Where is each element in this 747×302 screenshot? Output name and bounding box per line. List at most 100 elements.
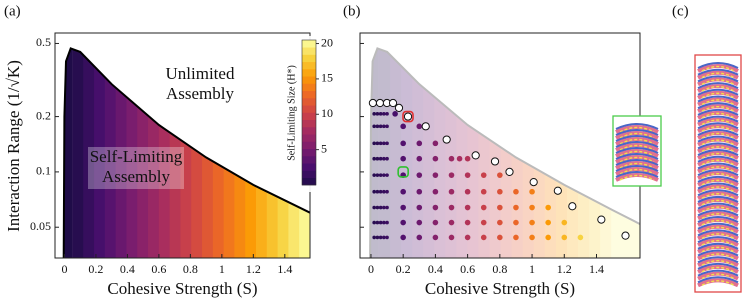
annotation: Assembly — [102, 167, 171, 186]
sim-point — [497, 188, 503, 195]
sim-point — [385, 156, 389, 161]
arc-core — [701, 179, 735, 186]
arc-core — [619, 168, 655, 175]
arc-core — [701, 85, 735, 92]
stack — [615, 123, 659, 182]
unlimited-point — [597, 215, 606, 224]
arc-core — [701, 199, 735, 206]
unlimited-point — [421, 122, 430, 131]
sim-point — [382, 220, 386, 225]
sim-point — [400, 123, 406, 130]
sim-point — [448, 172, 455, 178]
sim-point — [372, 220, 376, 225]
arc-top — [697, 222, 739, 230]
sim-point — [382, 189, 386, 194]
sim-point — [375, 189, 380, 194]
y-tick-label: 0.2 — [36, 108, 51, 122]
arc-core — [701, 172, 735, 179]
x-tick-label: 1.2 — [557, 262, 572, 276]
sim-point — [480, 219, 487, 226]
sim-point — [382, 112, 386, 116]
colorbar-band — [302, 40, 316, 48]
arc-top — [697, 189, 739, 197]
arc-core — [701, 119, 735, 126]
colorbar-label: Self-Limiting Size (H*) — [286, 65, 297, 161]
sim-point — [529, 188, 535, 195]
arc-core — [701, 246, 735, 253]
arc-top — [697, 122, 739, 130]
arc-top — [697, 95, 739, 103]
arc-core — [701, 273, 735, 280]
sim-point — [497, 234, 503, 241]
arc-top — [697, 135, 739, 143]
arc-core — [701, 226, 735, 233]
sim-point — [432, 140, 439, 147]
arc-core — [701, 206, 735, 213]
arc-top — [697, 256, 739, 264]
arc-top — [697, 108, 739, 116]
sim-point — [513, 188, 519, 195]
sim-point — [416, 123, 423, 130]
sim-point — [432, 188, 439, 195]
colorbar-band — [302, 90, 316, 99]
arc-core — [701, 159, 735, 166]
sim-point — [378, 112, 383, 116]
panel-label: (b) — [343, 3, 361, 19]
sim-point — [464, 188, 471, 195]
sim-point — [480, 204, 487, 211]
sim-point — [372, 141, 376, 146]
sim-point — [464, 155, 471, 162]
highlight — [402, 110, 414, 123]
sim-point — [375, 112, 380, 116]
unlimited-point — [529, 178, 538, 187]
unlimited-point — [388, 98, 398, 108]
sim-point — [480, 234, 487, 241]
sim-point — [432, 219, 439, 226]
x-tick-label: 0.2 — [88, 262, 103, 276]
annotation: Unlimited — [166, 64, 235, 83]
sim-point — [416, 219, 423, 226]
arc-top — [615, 123, 659, 130]
arc-top — [615, 141, 659, 148]
sim-point — [400, 140, 406, 147]
sim-point — [480, 172, 487, 178]
arc-top — [697, 209, 739, 217]
arc-top — [615, 171, 659, 178]
colorbar-band — [302, 76, 316, 84]
sim-point — [513, 204, 519, 211]
annotation: Assembly — [166, 84, 235, 103]
panel-label: (a) — [4, 3, 21, 19]
colorbar-frame — [301, 39, 317, 186]
arc-core — [701, 132, 735, 139]
sim-point — [385, 173, 389, 177]
arc-top — [697, 162, 739, 170]
sim-point — [375, 220, 380, 225]
colorbar-band — [302, 54, 316, 63]
panel-label: (c) — [672, 3, 689, 19]
arc-core — [701, 280, 735, 286]
x-tick-label: 0.6 — [460, 262, 475, 276]
sim-point — [513, 219, 519, 226]
colorbar-band — [302, 141, 316, 150]
arc-core — [619, 126, 655, 133]
colorbar-band — [302, 105, 316, 113]
sim-point — [400, 219, 406, 226]
x-tick-label: 1 — [529, 262, 535, 276]
y-tick-label: 0.1 — [36, 164, 51, 178]
colorbar-band — [302, 127, 316, 135]
x-tick-label: 0.4 — [428, 262, 443, 276]
arc-core — [619, 150, 655, 157]
sim-point — [448, 234, 455, 241]
colorbar-band — [302, 83, 316, 92]
arc-core — [701, 92, 735, 99]
sim-point — [448, 155, 455, 162]
arc-top — [697, 269, 739, 277]
sim-point — [385, 124, 389, 129]
arc-top — [697, 195, 739, 203]
sim-point — [545, 219, 551, 226]
sim-point — [577, 234, 584, 241]
arc-core — [701, 219, 735, 226]
sim-point — [400, 234, 406, 241]
arc-core — [619, 174, 655, 181]
sim-point — [385, 205, 389, 210]
